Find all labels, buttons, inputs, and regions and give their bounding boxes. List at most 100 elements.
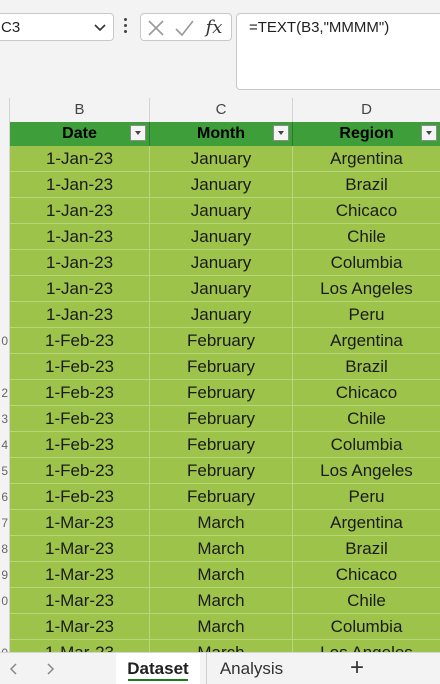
date-cell[interactable]: 1-Jan-23 xyxy=(10,250,150,276)
region-cell[interactable]: Chicaco xyxy=(293,562,440,588)
row-number[interactable]: 9 xyxy=(1,568,8,582)
month-cell[interactable]: January xyxy=(150,302,293,328)
region-cell[interactable]: Argentina xyxy=(293,328,440,354)
chevron-down-icon[interactable] xyxy=(93,22,107,34)
date-cell[interactable]: 1-Mar-23 xyxy=(10,562,150,588)
month-cell[interactable]: February xyxy=(150,458,293,484)
month-cell[interactable]: March xyxy=(150,510,293,536)
row-number[interactable]: 7 xyxy=(1,516,8,530)
row-number[interactable]: 2 xyxy=(1,386,8,400)
month-cell[interactable]: January xyxy=(150,198,293,224)
filter-dropdown-icon[interactable] xyxy=(130,125,146,141)
date-cell[interactable]: 1-Feb-23 xyxy=(10,354,150,380)
month-cell[interactable]: January xyxy=(150,224,293,250)
month-cell[interactable]: March xyxy=(150,640,293,652)
date-cell[interactable]: 1-Mar-23 xyxy=(10,510,150,536)
table-row: 1-Jan-23 January Chile xyxy=(10,224,440,250)
row-number[interactable]: 3 xyxy=(1,412,8,426)
date-cell[interactable]: 1-Feb-23 xyxy=(10,328,150,354)
chevron-right-icon[interactable] xyxy=(44,661,58,677)
filter-dropdown-icon[interactable] xyxy=(421,125,437,141)
chevron-left-icon[interactable] xyxy=(6,661,20,677)
enter-check-icon[interactable] xyxy=(173,17,195,39)
date-cell[interactable]: 1-Jan-23 xyxy=(10,198,150,224)
row-number[interactable]: 0 xyxy=(1,334,8,348)
filter-dropdown-icon[interactable] xyxy=(273,125,289,141)
region-cell[interactable]: Los Angeles xyxy=(293,276,440,302)
row-number[interactable]: 8 xyxy=(1,542,8,556)
sheet-tab-dataset[interactable]: Dataset xyxy=(116,653,200,684)
header-cell-region[interactable]: Region xyxy=(293,122,440,146)
region-cell[interactable]: Brazil xyxy=(293,172,440,198)
date-cell[interactable]: 1-Jan-23 xyxy=(10,302,150,328)
region-cell[interactable]: Chile xyxy=(293,224,440,250)
header-label: Date xyxy=(62,125,97,142)
date-cell[interactable]: 1-Jan-23 xyxy=(10,224,150,250)
region-cell[interactable]: Columbia xyxy=(293,614,440,640)
region-cell[interactable]: Chicaco xyxy=(293,198,440,224)
table-row: 1-Feb-23 February Peru xyxy=(10,484,440,510)
region-cell[interactable]: Peru xyxy=(293,484,440,510)
header-cell-month[interactable]: Month xyxy=(150,122,293,146)
month-cell[interactable]: January xyxy=(150,250,293,276)
month-cell[interactable]: March xyxy=(150,562,293,588)
header-cell-date[interactable]: Date xyxy=(10,122,150,146)
date-cell[interactable]: 1-Feb-23 xyxy=(10,380,150,406)
sheet-tab-bar: Dataset Analysis + xyxy=(0,652,440,684)
month-cell[interactable]: March xyxy=(150,536,293,562)
month-cell[interactable]: March xyxy=(150,614,293,640)
insert-function-icon[interactable]: fx xyxy=(205,17,223,38)
date-cell[interactable]: 1-Jan-23 xyxy=(10,172,150,198)
month-cell[interactable]: February xyxy=(150,354,293,380)
row-number[interactable]: 0 xyxy=(0,646,8,652)
column-header-c[interactable]: C xyxy=(150,98,293,122)
date-cell[interactable]: 1-Jan-23 xyxy=(10,276,150,302)
region-cell[interactable]: Brazil xyxy=(293,536,440,562)
date-cell[interactable]: 1-Jan-23 xyxy=(10,146,150,172)
region-cell[interactable]: Columbia xyxy=(293,432,440,458)
region-cell[interactable]: Los Angeles xyxy=(293,640,440,652)
region-cell[interactable]: Columbia xyxy=(293,250,440,276)
row-number[interactable]: 6 xyxy=(1,490,8,504)
region-cell[interactable]: Argentina xyxy=(293,146,440,172)
month-cell[interactable]: January xyxy=(150,276,293,302)
month-cell[interactable]: January xyxy=(150,146,293,172)
row-number[interactable]: 4 xyxy=(1,438,8,452)
region-cell[interactable]: Peru xyxy=(293,302,440,328)
month-cell[interactable]: January xyxy=(150,172,293,198)
plus-icon[interactable]: + xyxy=(349,654,364,681)
region-cell[interactable]: Los Angeles xyxy=(293,458,440,484)
row-number[interactable]: 5 xyxy=(1,464,8,478)
name-box[interactable]: C3 xyxy=(0,13,114,41)
region-cell[interactable]: Brazil xyxy=(293,354,440,380)
region-cell[interactable]: Argentina xyxy=(293,510,440,536)
date-cell[interactable]: 1-Mar-23 xyxy=(10,536,150,562)
date-cell[interactable]: 1-Mar-23 xyxy=(10,588,150,614)
cancel-icon[interactable] xyxy=(145,17,167,39)
row-number[interactable]: 0 xyxy=(1,594,8,608)
month-cell[interactable]: February xyxy=(150,406,293,432)
date-cell[interactable]: 1-Feb-23 xyxy=(10,484,150,510)
month-cell[interactable]: February xyxy=(150,484,293,510)
date-cell[interactable]: 1-Feb-23 xyxy=(10,458,150,484)
date-cell[interactable]: 1-Mar-23 xyxy=(10,614,150,640)
table-row: 1-Jan-23 January Los Angeles xyxy=(10,276,440,302)
column-header-b[interactable]: B xyxy=(10,98,150,122)
worksheet-grid: Date Month Region 1-Jan-23 January Argenti… xyxy=(10,122,440,652)
date-cell[interactable]: 1-Feb-23 xyxy=(10,406,150,432)
column-header-d[interactable]: D xyxy=(361,101,372,118)
month-cell[interactable]: February xyxy=(150,380,293,406)
region-cell[interactable]: Chicaco xyxy=(293,380,440,406)
more-options-icon[interactable] xyxy=(122,18,128,36)
sheet-tab-analysis[interactable]: Analysis xyxy=(206,653,296,684)
region-cell[interactable]: Chile xyxy=(293,588,440,614)
table-row: 1-Mar-23 March Columbia xyxy=(10,614,440,640)
month-cell[interactable]: March xyxy=(150,588,293,614)
select-all-corner[interactable] xyxy=(0,98,10,122)
formula-input[interactable]: =TEXT(B3,"MMMM") xyxy=(236,13,440,90)
date-cell[interactable]: 1-Feb-23 xyxy=(10,432,150,458)
region-cell[interactable]: Chile xyxy=(293,406,440,432)
date-cell[interactable]: 1-Mar-23 xyxy=(10,640,150,652)
month-cell[interactable]: February xyxy=(150,328,293,354)
month-cell[interactable]: February xyxy=(150,432,293,458)
